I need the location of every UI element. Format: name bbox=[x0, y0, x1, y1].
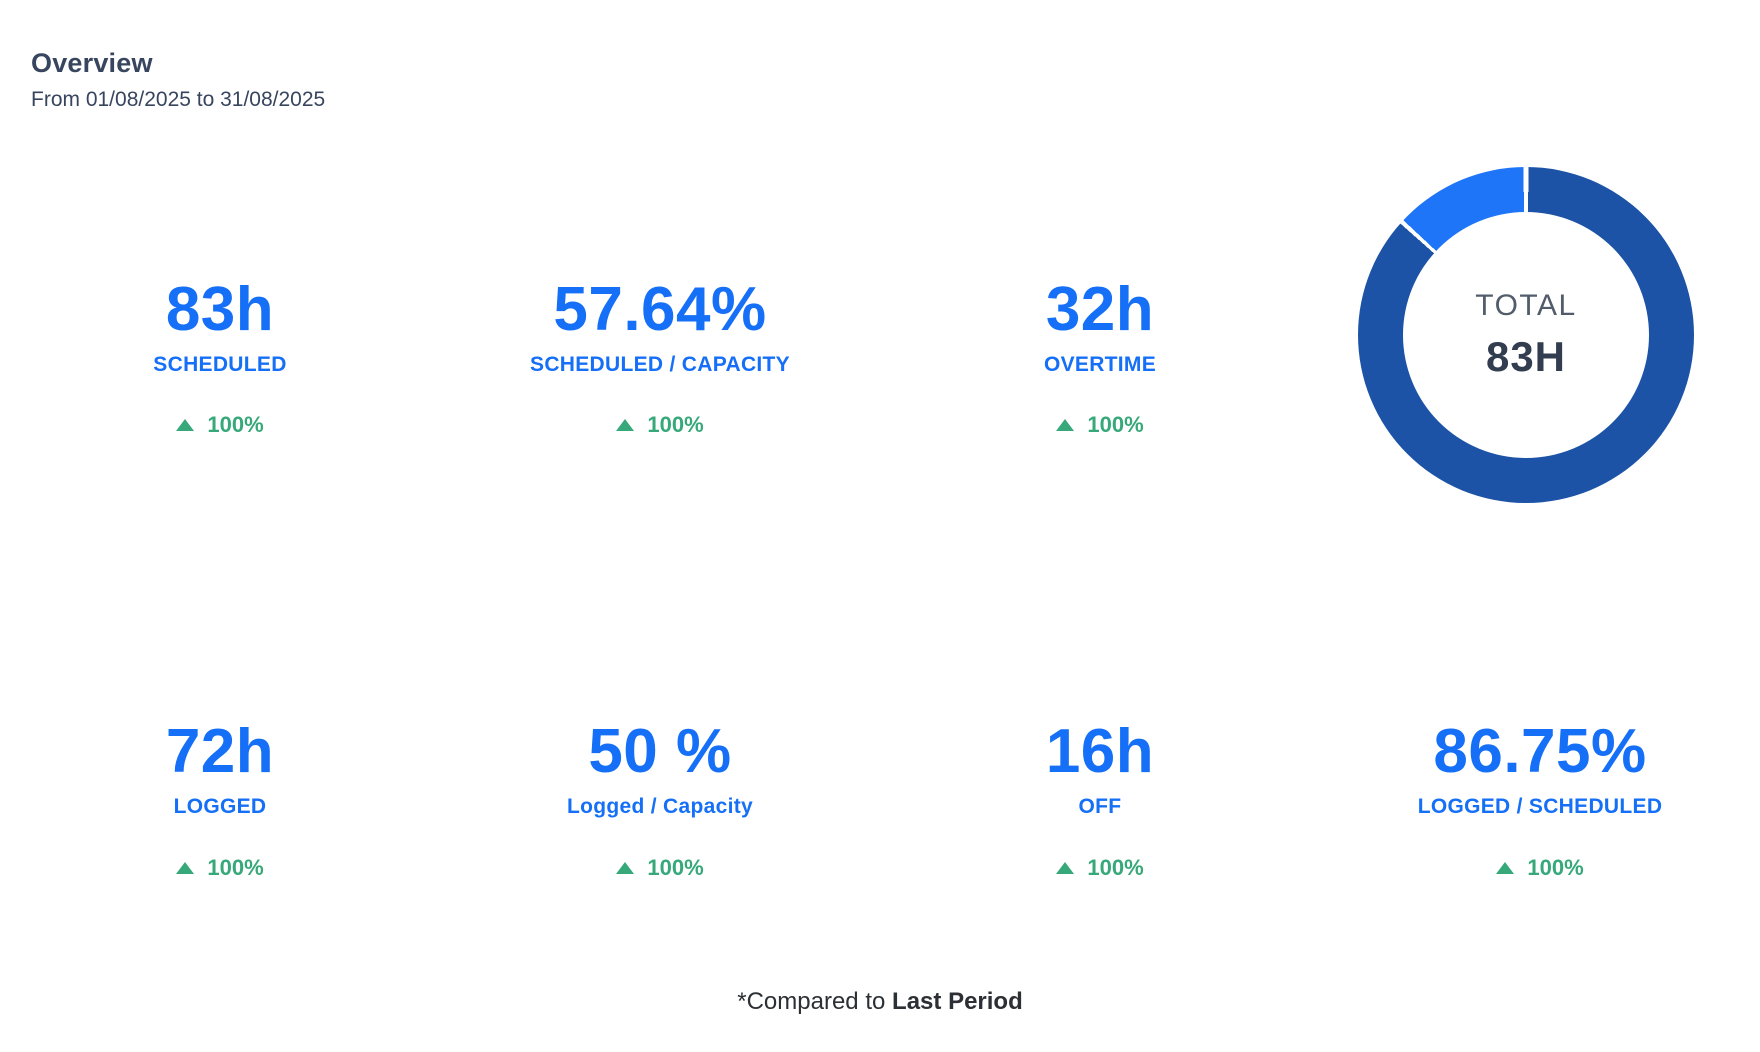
stat-value: 83h bbox=[165, 274, 275, 344]
page-title: Overview bbox=[31, 48, 153, 78]
stat-logged: 72h LOGGED 100% bbox=[0, 640, 440, 920]
stat-label: LOGGED / SCHEDULED bbox=[1417, 795, 1663, 819]
stat-delta: 100% bbox=[616, 854, 704, 880]
footnote-emphasis: Last Period bbox=[892, 988, 1023, 1015]
stat-value: 16h bbox=[1045, 717, 1155, 787]
stat-overtime: 32h OVERTIME 100% bbox=[880, 127, 1320, 543]
delta-value: 100% bbox=[1087, 412, 1144, 438]
donut-chart: TOTAL 83H bbox=[1358, 167, 1694, 503]
header: Overview From 01/08/2025 to 31/08/2025 bbox=[31, 48, 325, 112]
stat-delta: 100% bbox=[616, 412, 704, 438]
trend-up-icon bbox=[1056, 861, 1075, 874]
stat-value: 50 % bbox=[588, 717, 732, 787]
donut-center-value: 83H bbox=[1485, 333, 1567, 380]
stat-off: 16h OFF 100% bbox=[880, 640, 1320, 920]
stat-label: SCHEDULED bbox=[153, 352, 287, 376]
trend-up-icon bbox=[176, 419, 195, 432]
delta-value: 100% bbox=[647, 854, 704, 880]
stat-logged-capacity: 50 % Logged / Capacity 100% bbox=[440, 640, 880, 920]
delta-value: 100% bbox=[207, 854, 264, 880]
stat-scheduled: 83h SCHEDULED 100% bbox=[0, 127, 440, 543]
donut-center: TOTAL 83H bbox=[1403, 212, 1649, 458]
stat-delta: 100% bbox=[1056, 854, 1144, 880]
stat-label: OFF bbox=[1078, 795, 1122, 819]
stat-delta: 100% bbox=[176, 854, 264, 880]
footnote: *Compared to Last Period bbox=[0, 988, 1760, 1016]
trend-up-icon bbox=[616, 419, 635, 432]
stat-delta: 100% bbox=[1496, 854, 1584, 880]
stat-label: Logged / Capacity bbox=[567, 795, 753, 819]
footnote-text: *Compared to bbox=[737, 988, 886, 1015]
total-donut-cell: TOTAL 83H bbox=[1320, 127, 1760, 543]
stat-value: 86.75% bbox=[1433, 717, 1647, 787]
donut-center-label: TOTAL bbox=[1475, 289, 1577, 322]
delta-value: 100% bbox=[1527, 854, 1584, 880]
stat-label: LOGGED bbox=[173, 795, 267, 819]
stat-logged-scheduled: 86.75% LOGGED / SCHEDULED 100% bbox=[1320, 640, 1760, 920]
stats-row-2: 72h LOGGED 100% 50 % Logged / Capacity 1… bbox=[0, 640, 1760, 920]
stat-label: SCHEDULED / CAPACITY bbox=[530, 352, 790, 376]
stats-row-1: 83h SCHEDULED 100% 57.64% SCHEDULED / CA… bbox=[0, 127, 1760, 543]
stat-scheduled-capacity: 57.64% SCHEDULED / CAPACITY 100% bbox=[440, 127, 880, 543]
trend-up-icon bbox=[1056, 419, 1075, 432]
stat-value: 72h bbox=[165, 717, 275, 787]
delta-value: 100% bbox=[207, 412, 264, 438]
delta-value: 100% bbox=[1087, 854, 1144, 880]
stat-value: 57.64% bbox=[553, 274, 767, 344]
trend-up-icon bbox=[1496, 861, 1515, 874]
trend-up-icon bbox=[616, 861, 635, 874]
trend-up-icon bbox=[176, 861, 195, 874]
delta-value: 100% bbox=[647, 412, 704, 438]
date-range: From 01/08/2025 to 31/08/2025 bbox=[31, 88, 326, 111]
stat-delta: 100% bbox=[176, 412, 264, 438]
stat-value: 32h bbox=[1045, 274, 1155, 344]
stat-delta: 100% bbox=[1056, 412, 1144, 438]
stat-label: OVERTIME bbox=[1043, 352, 1157, 376]
